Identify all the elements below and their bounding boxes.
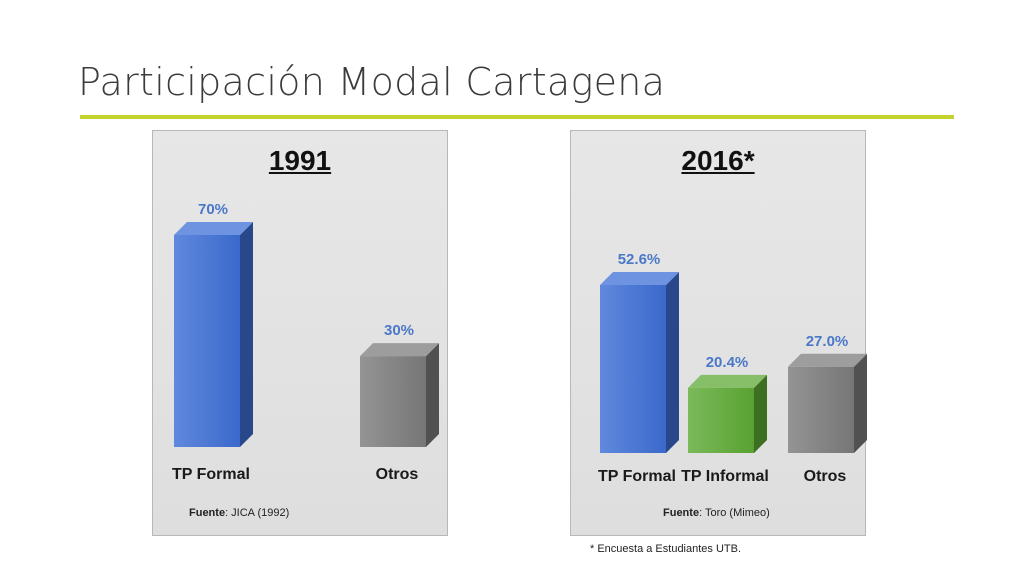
page-title: Participación Modal Cartagena <box>78 60 666 104</box>
bar-tp-formal <box>600 272 679 453</box>
bar-chart-2016: 52.6% TP Formal 20.4% TP Informal 27.0% Otros <box>598 251 867 485</box>
bar-side-face <box>666 272 679 453</box>
chart-panel-2016: 2016* 52.6% TP Formal 20.4% TP Informal 27.0… <box>570 130 867 536</box>
category-label: TP Formal <box>598 468 676 485</box>
value-label: 52.6% <box>618 251 661 268</box>
footnote: * Encuesta a Estudiantes UTB. <box>590 543 742 555</box>
category-label: TP Formal <box>172 466 250 483</box>
bar-side-face <box>754 374 767 453</box>
bar-otros <box>360 343 439 447</box>
chart-panel-1991: 1991 70% TP Formal 30% Otros Fuente: JICA (… <box>152 130 448 536</box>
value-label: 27.0% <box>806 333 849 350</box>
bar-tp-formal <box>174 222 253 447</box>
value-label: 20.4% <box>706 354 749 371</box>
bar-front-face <box>688 387 754 453</box>
bar-otros <box>788 353 867 453</box>
bar-front-face <box>174 235 240 447</box>
bar-tp-informal <box>688 374 767 453</box>
title-rule <box>80 115 954 119</box>
bar-side-face <box>854 353 867 453</box>
chart-title: 2016* <box>681 145 755 176</box>
bar-top-face <box>600 272 679 285</box>
value-label: 30% <box>384 322 414 339</box>
bar-top-face <box>788 353 867 367</box>
bar-front-face <box>788 366 854 453</box>
category-label: Otros <box>804 468 847 485</box>
bar-front-face <box>600 285 666 453</box>
value-label: 70% <box>198 201 228 218</box>
chart-title: 1991 <box>268 145 332 176</box>
source-note: Fuente: Toro (Mimeo) <box>663 507 770 519</box>
bar-side-face <box>240 222 253 447</box>
bar-top-face <box>688 374 767 388</box>
category-label: TP Informal <box>681 468 769 485</box>
bar-top-face <box>174 222 253 235</box>
bar-front-face <box>360 356 426 447</box>
bar-chart-1991: 70% TP Formal 30% Otros <box>172 201 439 483</box>
bar-side-face <box>426 343 439 447</box>
bar-top-face <box>360 343 439 357</box>
source-note: Fuente: JICA (1992) <box>189 507 290 519</box>
category-label: Otros <box>376 466 419 483</box>
